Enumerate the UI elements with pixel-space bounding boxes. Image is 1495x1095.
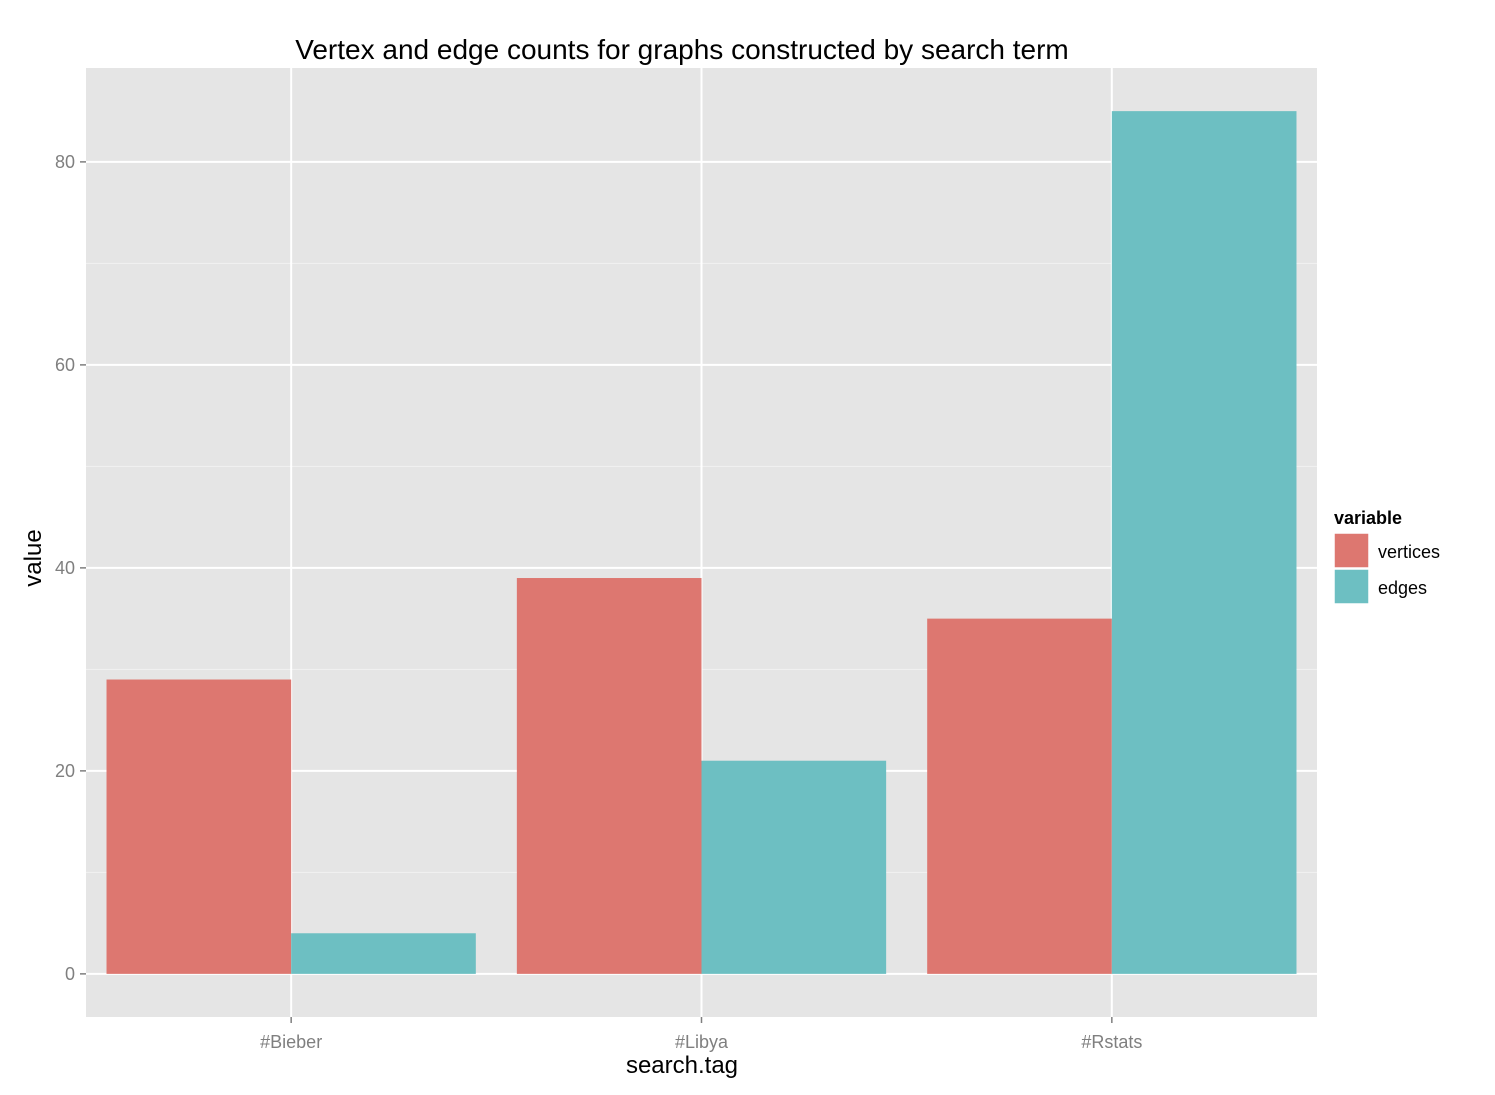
legend-key-edges [1333,568,1370,605]
legend-label-vertices: vertices [1378,542,1440,562]
bar-vertices [516,578,702,974]
y-tick-label: 60 [55,355,75,375]
y-tick-label: 0 [65,964,75,984]
x-tick-label: #Rstats [1081,1032,1142,1052]
y-axis-title: value [20,529,47,586]
chart-title: Vertex and edge counts for graphs constr… [295,34,1069,65]
x-axis-ticks: #Bieber #Libya #Rstats [260,1017,1142,1052]
legend: variable vertices edges [1333,508,1440,605]
y-tick-label: 40 [55,558,75,578]
bar-edges [701,760,887,974]
legend-key-vertices [1333,532,1370,569]
bar-vertices [106,679,292,974]
y-axis-ticks: 0 20 40 60 80 [55,152,86,984]
y-tick-label: 80 [55,152,75,172]
x-tick-label: #Libya [675,1032,729,1052]
bar-vertices [927,618,1112,974]
y-tick-label: 20 [55,761,75,781]
x-axis-title: search.tag [626,1052,738,1079]
legend-label-edges: edges [1378,578,1427,598]
x-tick-label: #Bieber [260,1032,322,1052]
bar-edges [291,933,476,974]
bar-edges [1111,111,1297,974]
legend-title: variable [1334,508,1402,528]
bars [106,111,1297,974]
